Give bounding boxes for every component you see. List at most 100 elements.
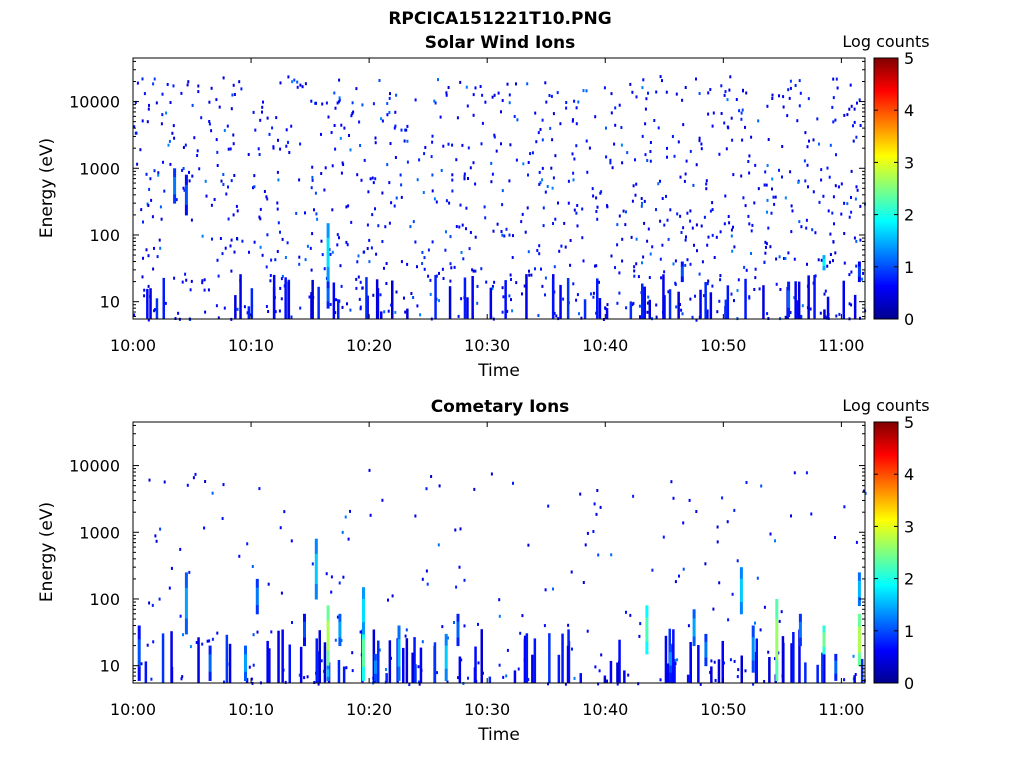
noise-cell [648, 276, 651, 279]
noise-cell [345, 666, 348, 670]
noise-cell [421, 251, 424, 254]
noise-cell [238, 554, 241, 558]
panel-solar-wind: Solar Wind Ions 10:00 10:10 10:20 10:30 10:4… [37, 32, 930, 381]
noise-cell [269, 274, 272, 277]
noise-cell [333, 124, 336, 127]
noise-cell [541, 118, 544, 122]
noise-cell [313, 208, 315, 212]
streak-cell [689, 642, 692, 683]
noise-cell [513, 115, 516, 118]
noise-cell [192, 476, 195, 480]
noise-cell [416, 178, 419, 182]
noise-cell [548, 94, 551, 97]
noise-cell [585, 89, 588, 93]
noise-cell [659, 75, 662, 79]
noise-cell [510, 278, 512, 281]
noise-cell [274, 310, 277, 314]
noise-cell [155, 539, 158, 543]
streak-cell [405, 638, 409, 683]
noise-cell [766, 210, 768, 214]
noise-cell [622, 209, 625, 213]
noise-cell [506, 82, 509, 86]
streak-cell [268, 648, 271, 683]
noise-cell [550, 166, 553, 170]
noise-cell [850, 169, 853, 173]
noise-cell [508, 93, 511, 97]
noise-cell [186, 83, 189, 87]
noise-cell [505, 674, 508, 678]
noise-cell [483, 205, 486, 209]
noise-cell [386, 163, 389, 167]
noise-cell [750, 252, 752, 255]
noise-cell [223, 129, 226, 132]
noise-cell [142, 220, 144, 224]
noise-cell [804, 179, 807, 183]
noise-cell [253, 174, 256, 178]
noise-cell [283, 510, 286, 514]
noise-cell [554, 154, 557, 158]
streak-cell [609, 660, 613, 683]
noise-cell [388, 111, 391, 114]
hotspot-cell [444, 657, 448, 670]
noise-cell [745, 268, 748, 272]
noise-cell [784, 257, 787, 260]
noise-cell [752, 682, 755, 686]
noise-cell [141, 77, 144, 81]
noise-cell [695, 510, 698, 513]
noise-cell [278, 309, 281, 313]
noise-cell [552, 112, 555, 116]
noise-cell [152, 640, 155, 644]
noise-cell [850, 270, 853, 274]
noise-cell [183, 188, 186, 192]
hotspot-cell [184, 174, 188, 186]
noise-cell [503, 234, 506, 238]
noise-cell [501, 203, 504, 207]
noise-cell [141, 275, 144, 279]
noise-cell [682, 567, 685, 571]
noise-cell [439, 115, 442, 119]
hotspot-cell [173, 168, 177, 178]
streak-cell [629, 301, 633, 319]
noise-cell [553, 265, 556, 269]
noise-cell [835, 314, 838, 318]
noise-cell [766, 104, 769, 108]
noise-cell [798, 220, 801, 224]
noise-cell [358, 297, 361, 301]
hotspot-cell [822, 632, 826, 641]
noise-cell [298, 178, 301, 182]
noise-cell [462, 257, 465, 261]
noise-cell [641, 134, 644, 138]
noise-cell [741, 138, 744, 142]
noise-cell [222, 173, 225, 176]
streak-cell [724, 299, 728, 319]
streak-cell [239, 274, 242, 319]
noise-cell [660, 276, 663, 280]
noise-cell [148, 601, 151, 605]
noise-cell [406, 139, 409, 143]
streak-cell [337, 299, 340, 319]
noise-cell [338, 78, 341, 82]
noise-cell [698, 92, 701, 95]
noise-cell [820, 258, 823, 262]
noise-cell [567, 179, 570, 183]
x-tick-label: 10:00 [110, 336, 156, 355]
noise-cell [624, 223, 627, 227]
noise-cell [766, 312, 769, 316]
noise-cell [610, 111, 613, 115]
noise-cell [311, 232, 314, 236]
axes-cometary: 10:00 10:10 10:20 10:30 10:40 10:50 11:0010100… [69, 422, 865, 719]
noise-cell [645, 97, 648, 101]
noise-cell [181, 675, 184, 679]
noise-cell [227, 217, 230, 221]
noise-cell [345, 205, 348, 209]
noise-cell [253, 185, 256, 189]
noise-cell [659, 678, 662, 682]
noise-cell [810, 512, 813, 516]
hotspot-cell [857, 597, 861, 606]
noise-cell [277, 178, 280, 182]
noise-cell [406, 262, 409, 266]
noise-cell [778, 255, 781, 259]
noise-cell [349, 148, 352, 152]
noise-cell [429, 278, 432, 282]
streak-cell [317, 286, 320, 319]
